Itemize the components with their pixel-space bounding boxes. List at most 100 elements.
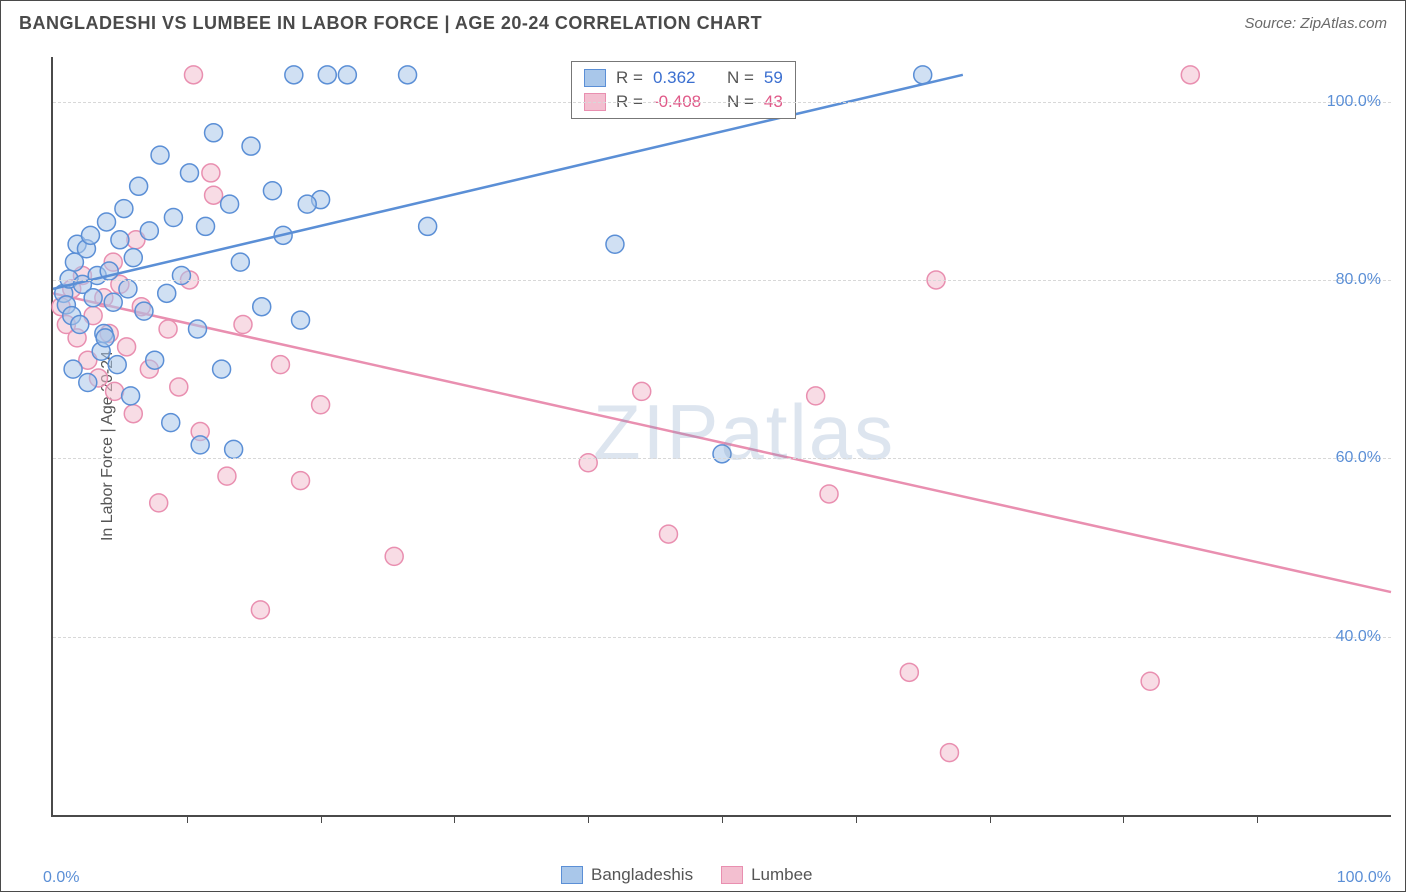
regression-line — [53, 293, 1391, 592]
source-attribution: Source: ZipAtlas.com — [1244, 15, 1387, 32]
legend-label-2: Lumbee — [751, 865, 812, 885]
data-point — [940, 744, 958, 762]
data-point — [399, 66, 417, 84]
data-point — [151, 146, 169, 164]
swatch-series-1 — [584, 69, 606, 87]
chart-container: BANGLADESHI VS LUMBEE IN LABOR FORCE | A… — [0, 0, 1406, 892]
data-point — [292, 311, 310, 329]
data-point — [419, 217, 437, 235]
data-point — [1141, 672, 1159, 690]
legend-swatch-2 — [721, 866, 743, 884]
x-tick — [856, 815, 857, 823]
data-point — [606, 235, 624, 253]
data-point — [659, 525, 677, 543]
data-point — [242, 137, 260, 155]
data-point — [205, 124, 223, 142]
data-point — [146, 351, 164, 369]
data-point — [338, 66, 356, 84]
data-point — [202, 164, 220, 182]
data-point — [130, 177, 148, 195]
x-tick — [990, 815, 991, 823]
x-axis-min-label: 0.0% — [43, 869, 79, 887]
data-point — [191, 436, 209, 454]
data-point — [170, 378, 188, 396]
y-tick-label: 100.0% — [1327, 93, 1381, 111]
chart-svg — [53, 57, 1391, 815]
data-point — [96, 329, 114, 347]
data-point — [135, 302, 153, 320]
x-axis-max-label: 100.0% — [1337, 869, 1391, 887]
data-point — [914, 66, 932, 84]
data-point — [213, 360, 231, 378]
data-point — [79, 373, 97, 391]
data-point — [111, 231, 129, 249]
data-point — [184, 66, 202, 84]
data-point — [71, 316, 89, 334]
x-tick — [588, 815, 589, 823]
data-point — [122, 387, 140, 405]
series-legend: Bangladeshis Lumbee — [561, 865, 813, 885]
data-point — [124, 405, 142, 423]
data-point — [298, 195, 316, 213]
data-point — [164, 209, 182, 227]
data-point — [263, 182, 281, 200]
data-point — [180, 164, 198, 182]
data-point — [162, 414, 180, 432]
data-point — [253, 298, 271, 316]
data-point — [713, 445, 731, 463]
data-point — [807, 387, 825, 405]
data-point — [140, 222, 158, 240]
data-point — [197, 217, 215, 235]
legend-item-2: Lumbee — [721, 865, 812, 885]
data-point — [225, 440, 243, 458]
data-point — [234, 316, 252, 334]
data-point — [98, 213, 116, 231]
title-bar: BANGLADESHI VS LUMBEE IN LABOR FORCE | A… — [1, 1, 1405, 45]
r-value-1: 0.362 — [653, 68, 717, 88]
x-tick — [187, 815, 188, 823]
data-point — [900, 663, 918, 681]
gridline-h — [53, 280, 1391, 281]
gridline-h — [53, 102, 1391, 103]
legend-item-1: Bangladeshis — [561, 865, 693, 885]
plot-area: ZIPatlas R = 0.362 N = 59 R = -0.408 N =… — [51, 57, 1391, 817]
data-point — [108, 356, 126, 374]
x-tick — [1123, 815, 1124, 823]
data-point — [218, 467, 236, 485]
gridline-h — [53, 637, 1391, 638]
data-point — [251, 601, 269, 619]
data-point — [81, 226, 99, 244]
data-point — [64, 360, 82, 378]
x-tick — [454, 815, 455, 823]
y-tick-label: 40.0% — [1336, 628, 1381, 646]
data-point — [158, 284, 176, 302]
correlation-row-1: R = 0.362 N = 59 — [584, 66, 783, 90]
x-tick — [722, 815, 723, 823]
data-point — [579, 454, 597, 472]
data-point — [231, 253, 249, 271]
data-point — [106, 382, 124, 400]
data-point — [820, 485, 838, 503]
x-tick — [321, 815, 322, 823]
data-point — [318, 66, 336, 84]
data-point — [150, 494, 168, 512]
data-point — [285, 66, 303, 84]
data-point — [292, 472, 310, 490]
gridline-h — [53, 458, 1391, 459]
legend-label-1: Bangladeshis — [591, 865, 693, 885]
data-point — [115, 200, 133, 218]
data-point — [104, 293, 122, 311]
data-point — [205, 186, 223, 204]
data-point — [633, 382, 651, 400]
data-point — [159, 320, 177, 338]
data-point — [221, 195, 239, 213]
y-tick-label: 60.0% — [1336, 449, 1381, 467]
chart-title: BANGLADESHI VS LUMBEE IN LABOR FORCE | A… — [19, 13, 762, 34]
n-value-1: 59 — [764, 68, 783, 88]
data-point — [124, 249, 142, 267]
n-label: N = — [727, 68, 754, 88]
y-tick-label: 80.0% — [1336, 271, 1381, 289]
data-point — [385, 547, 403, 565]
data-point — [271, 356, 289, 374]
correlation-legend: R = 0.362 N = 59 R = -0.408 N = 43 — [571, 61, 796, 119]
